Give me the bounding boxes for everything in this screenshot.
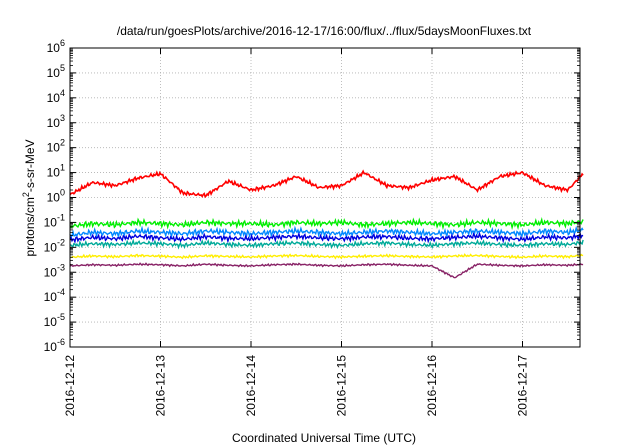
y-tick-label: 10-2 <box>44 237 65 254</box>
series-group <box>69 169 584 279</box>
y-tick-label: 104 <box>47 88 65 105</box>
flux-series-6 <box>69 262 584 279</box>
y-tick-label: 100 <box>47 188 65 205</box>
y-tick-label: 103 <box>47 113 65 130</box>
y-tick-label: 10-5 <box>44 312 65 329</box>
x-tick-label: 2016-12-12 <box>63 355 77 417</box>
flux-series-0 <box>69 169 584 199</box>
y-tick-label: 10-6 <box>44 337 65 354</box>
x-tick-label: 2016-12-15 <box>335 355 349 417</box>
flux-series-1 <box>69 217 584 231</box>
y-tick-label: 10-3 <box>44 262 65 279</box>
x-tick-label: 2016-12-14 <box>244 355 258 417</box>
y-axis-label-unit: protons/cm <box>23 197 37 256</box>
y-tick-label: 106 <box>47 38 65 55</box>
y-axis: 10-6 10-5 10-4 10-3 10-2 10-1 100 101 102 103 104 1… <box>44 38 580 354</box>
y-tick-label: 10-1 <box>44 212 65 229</box>
flux-series-2 <box>69 225 584 240</box>
y-axis-label: protons/cm2-s-sr-MeV <box>21 139 37 256</box>
x-axis: 2016-12-12 2016-12-13 2016-12-14 2016-12-15… <box>63 48 530 416</box>
y-tick-label: 102 <box>47 138 65 155</box>
flux-series-5 <box>70 253 584 260</box>
grid <box>70 48 580 347</box>
y-tick-label: 10-4 <box>44 287 65 304</box>
chart-title: /data/run/goesPlots/archive/2016-12-17/1… <box>117 24 532 38</box>
x-axis-label: Coordinated Universal Time (UTC) <box>232 431 416 445</box>
x-tick-label: 2016-12-13 <box>154 355 168 417</box>
y-axis-label-rest: -s-sr-MeV <box>23 139 37 192</box>
x-tick-label: 2016-12-16 <box>425 355 439 417</box>
x-tick-label: 2016-12-17 <box>516 355 530 417</box>
flux-series-3 <box>69 231 584 244</box>
y-tick-label: 101 <box>47 163 65 180</box>
flux-series-4 <box>69 238 584 250</box>
y-tick-label: 105 <box>47 63 65 80</box>
y-axis-label-exponent: 2 <box>21 192 31 197</box>
